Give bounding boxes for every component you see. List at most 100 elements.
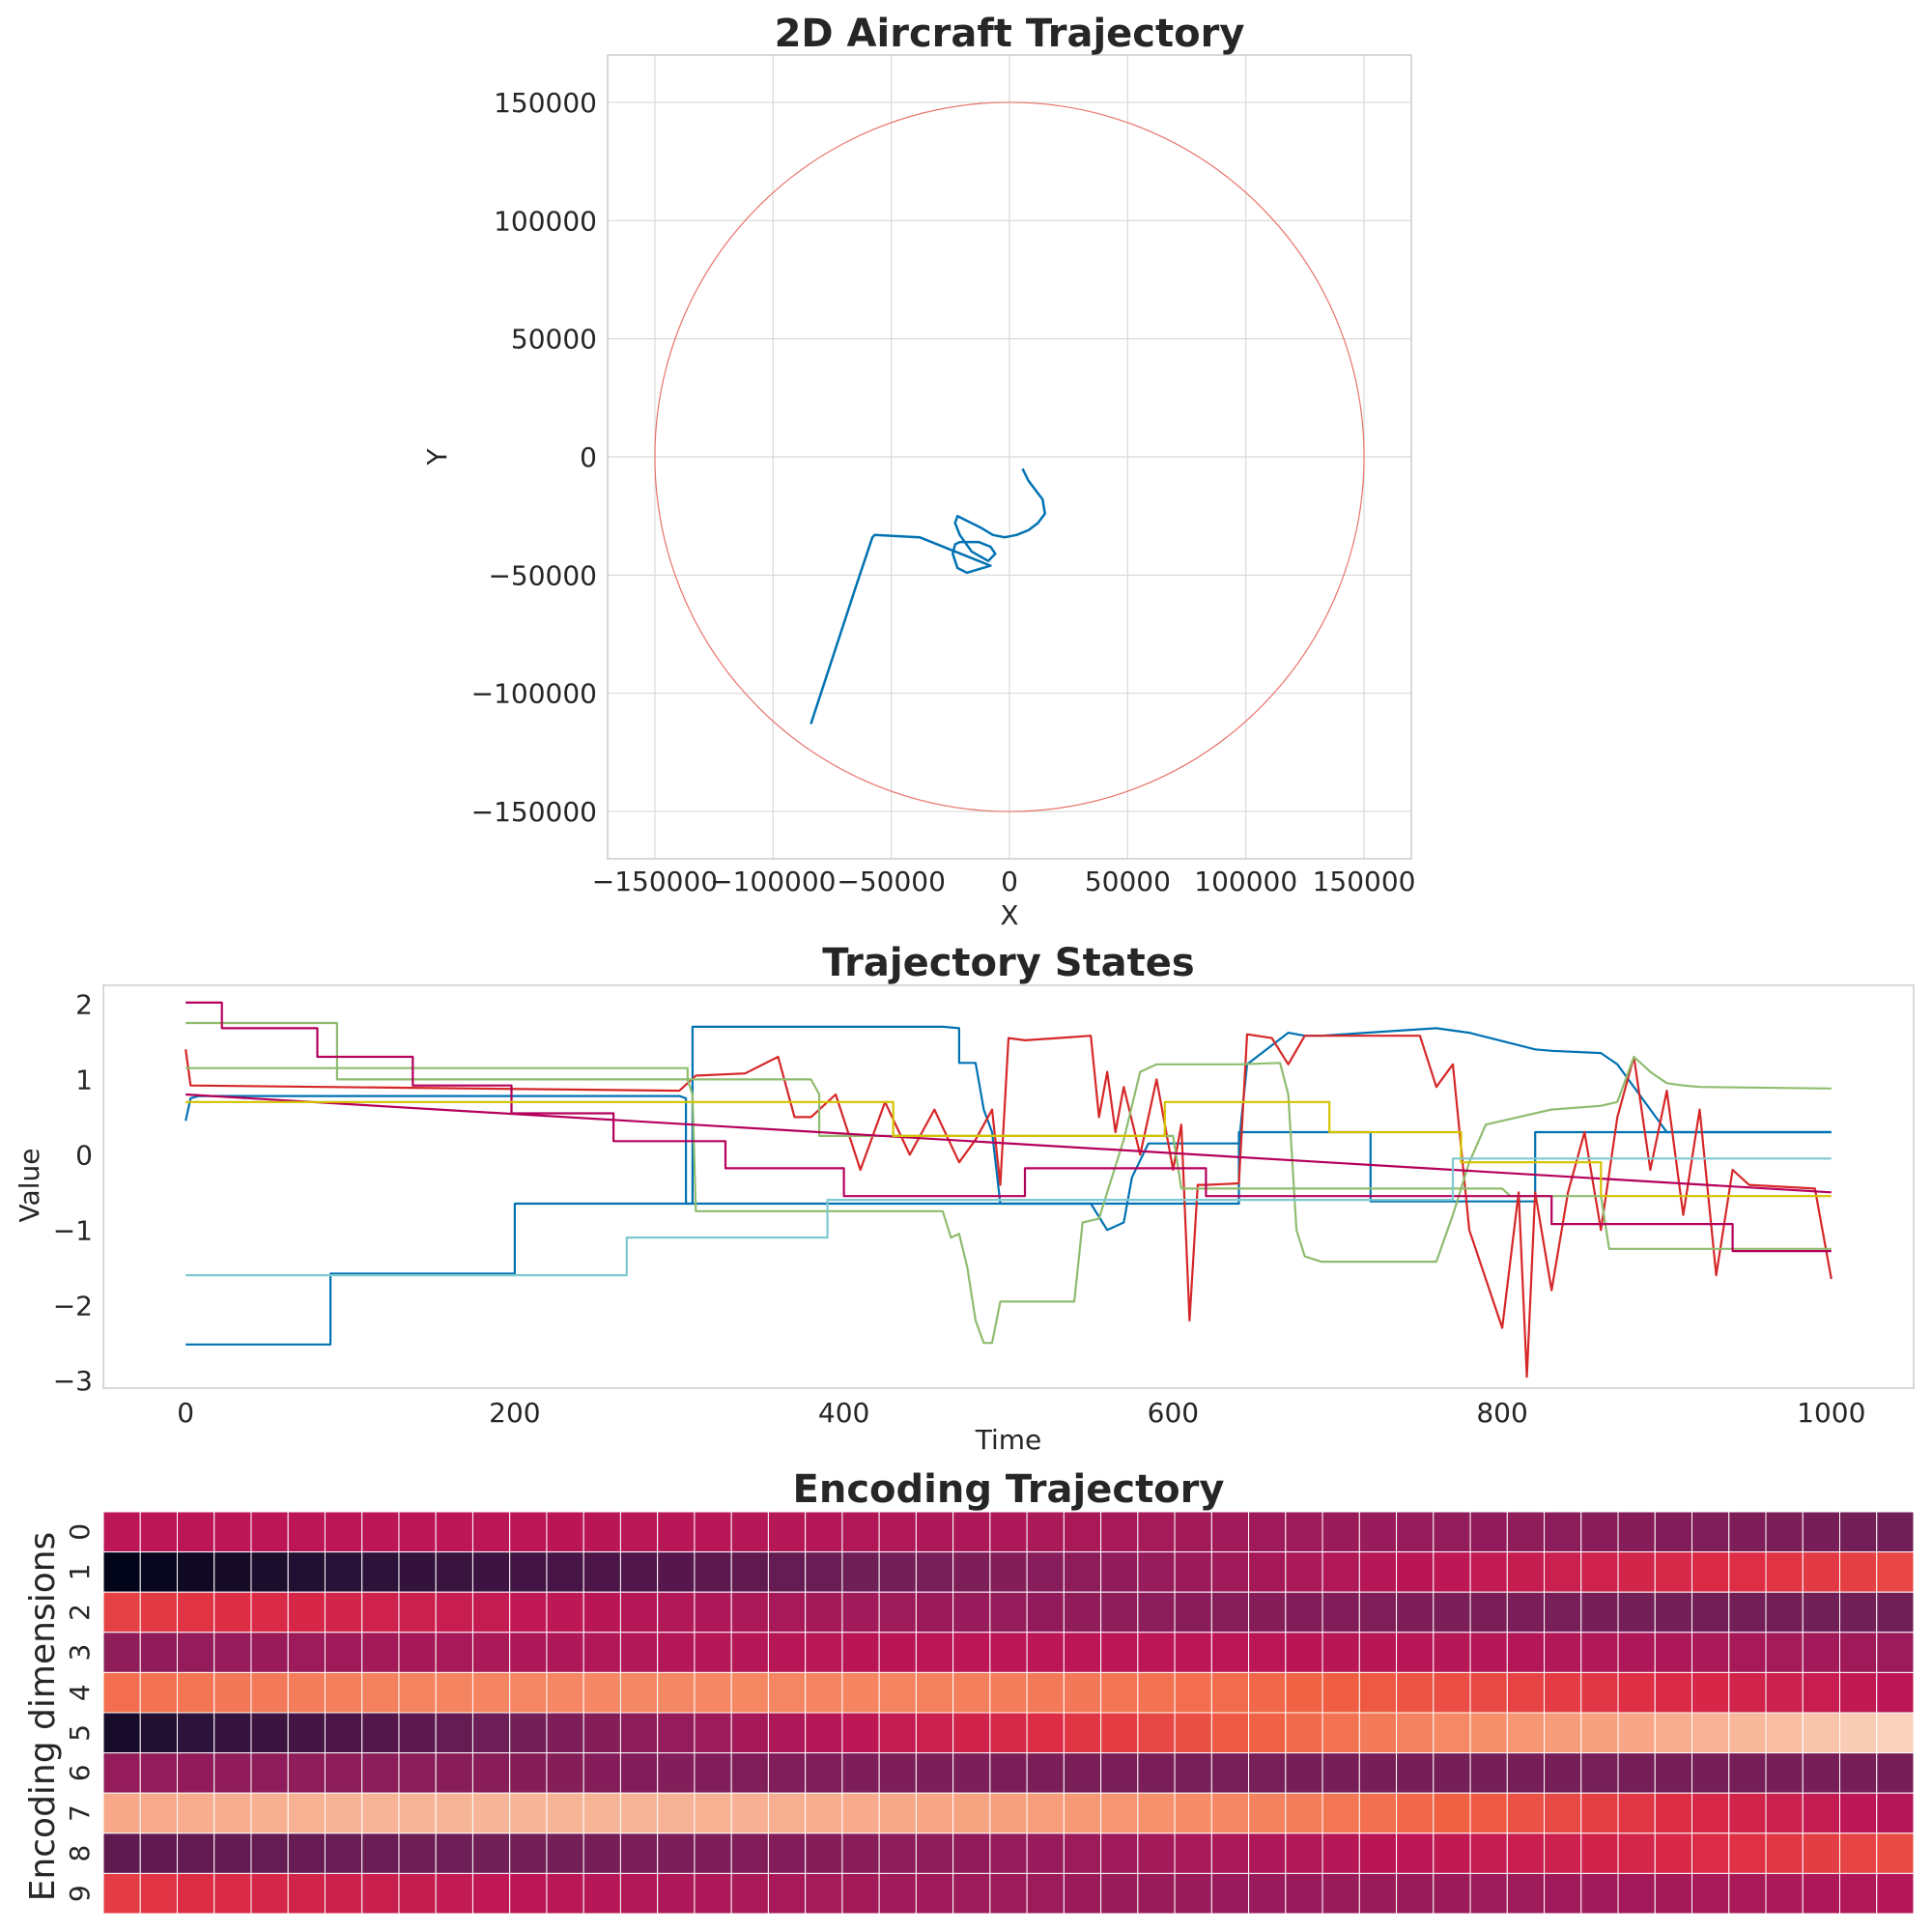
heatmap-cell xyxy=(1654,1591,1693,1634)
heatmap-cell xyxy=(139,1872,178,1915)
heatmap-cell xyxy=(1580,1872,1619,1915)
heatmap-cell xyxy=(102,1712,141,1754)
heatmap-cell xyxy=(1691,1752,1730,1794)
heatmap-cell xyxy=(398,1833,437,1874)
heatmap-cell xyxy=(1580,1833,1619,1874)
encoding-heatmap-cells xyxy=(102,1511,1915,1915)
heatmap-cell xyxy=(694,1551,732,1593)
heatmap-cell xyxy=(730,1551,769,1593)
encoding-heatmap-panel: 0 1 2 3 4 5 6 7 8 9 Encoding Trajectory Encoding … xyxy=(23,1467,1915,1915)
heatmap-cell xyxy=(1396,1671,1435,1714)
heatmap-cell xyxy=(878,1872,917,1915)
heatmap-cell xyxy=(471,1752,511,1794)
heatmap-cell xyxy=(915,1712,954,1754)
y-tick-label: −1 xyxy=(53,1214,93,1246)
heatmap-cell xyxy=(1321,1752,1360,1794)
heatmap-cell xyxy=(250,1752,289,1794)
heatmap-cell xyxy=(989,1792,1028,1834)
heatmap-cell xyxy=(1654,1671,1693,1714)
y-tick-label: 100000 xyxy=(494,205,597,237)
trajectory-states-xlabel: Time xyxy=(975,1424,1042,1456)
heatmap-cell xyxy=(878,1511,917,1553)
heatmap-cell xyxy=(1433,1792,1471,1834)
heatmap-cell xyxy=(730,1792,769,1834)
heatmap-cell xyxy=(250,1833,289,1874)
heatmap-cell xyxy=(1506,1551,1546,1593)
heatmap-cell xyxy=(1396,1752,1435,1794)
heatmap-cell xyxy=(509,1551,548,1593)
heatmap-cell xyxy=(1876,1632,1915,1673)
heatmap-cell xyxy=(878,1833,917,1874)
heatmap-cell xyxy=(582,1752,621,1794)
heatmap-cell xyxy=(989,1551,1028,1593)
heatmap-cell xyxy=(324,1671,363,1714)
heatmap-cell xyxy=(1321,1712,1360,1754)
heatmap-cell xyxy=(989,1752,1028,1794)
heatmap-cell xyxy=(619,1752,659,1794)
heatmap-cell xyxy=(1839,1671,1878,1714)
y-tick-label: 1 xyxy=(75,1064,93,1095)
trajectory-states-x-ticks: 0 200 400 600 800 1000 xyxy=(177,1397,1865,1429)
heatmap-cell xyxy=(1026,1752,1065,1794)
heatmap-cell xyxy=(139,1752,178,1794)
heatmap-cell xyxy=(139,1671,178,1714)
heatmap-cell xyxy=(805,1752,843,1794)
heatmap-cell xyxy=(102,1872,141,1915)
heatmap-cell xyxy=(1248,1511,1287,1553)
trajectory-2d-ylabel: Y xyxy=(421,448,453,467)
heatmap-cell xyxy=(1433,1833,1471,1874)
heatmap-cell xyxy=(1285,1712,1323,1754)
state-line xyxy=(185,1093,1832,1194)
heatmap-cell xyxy=(1876,1712,1915,1754)
heatmap-cell xyxy=(1100,1872,1139,1915)
x-tick-label: −150000 xyxy=(592,866,718,897)
heatmap-cell xyxy=(176,1551,215,1593)
heatmap-cell xyxy=(1174,1792,1212,1834)
heatmap-cell xyxy=(989,1833,1028,1874)
heatmap-cell xyxy=(471,1591,511,1634)
heatmap-cell xyxy=(767,1551,807,1593)
heatmap-cell xyxy=(1544,1833,1582,1874)
heatmap-cell xyxy=(1506,1632,1546,1673)
heatmap-cell xyxy=(1617,1712,1656,1754)
heatmap-cell xyxy=(176,1833,215,1874)
heatmap-cell xyxy=(324,1872,363,1915)
heatmap-cell xyxy=(1728,1792,1767,1834)
heatmap-cell xyxy=(287,1833,326,1874)
heatmap-cell xyxy=(1469,1551,1508,1593)
heatmap-cell xyxy=(582,1511,621,1553)
heatmap-cell xyxy=(1506,1511,1546,1553)
heatmap-cell xyxy=(1433,1632,1471,1673)
heatmap-cell xyxy=(176,1752,215,1794)
heatmap-cell xyxy=(471,1833,511,1874)
heatmap-cell xyxy=(1691,1511,1730,1553)
heatmap-cell xyxy=(1285,1591,1323,1634)
heatmap-cell xyxy=(694,1511,732,1553)
heatmap-cell xyxy=(1765,1591,1804,1634)
heatmap-cell xyxy=(361,1551,400,1593)
heatmap-cell xyxy=(1396,1551,1435,1593)
heatmap-cell xyxy=(287,1671,326,1714)
heatmap-cell xyxy=(1137,1671,1176,1714)
heatmap-cell xyxy=(1839,1551,1878,1593)
encoding-heatmap-title: Encoding Trajectory xyxy=(793,1467,1225,1512)
heatmap-cell xyxy=(1580,1792,1619,1834)
y-tick-label: 0 xyxy=(75,1139,93,1171)
heatmap-cell xyxy=(1210,1872,1250,1915)
heatmap-cell xyxy=(989,1591,1028,1634)
heatmap-cell xyxy=(435,1872,473,1915)
heatmap-cell xyxy=(1728,1712,1767,1754)
heatmap-cell xyxy=(1321,1591,1360,1634)
heatmap-cell xyxy=(176,1671,215,1714)
heatmap-cell xyxy=(1285,1551,1323,1593)
heatmap-cell xyxy=(1802,1872,1841,1915)
y-tick-label: −2 xyxy=(53,1290,93,1321)
heatmap-cell xyxy=(102,1833,141,1874)
heatmap-cell xyxy=(915,1833,954,1874)
heatmap-cell xyxy=(841,1551,880,1593)
x-tick-label: 150000 xyxy=(1313,866,1416,897)
heatmap-cell xyxy=(1433,1872,1471,1915)
heatmap-cell xyxy=(435,1712,473,1754)
heatmap-cell xyxy=(1026,1712,1065,1754)
